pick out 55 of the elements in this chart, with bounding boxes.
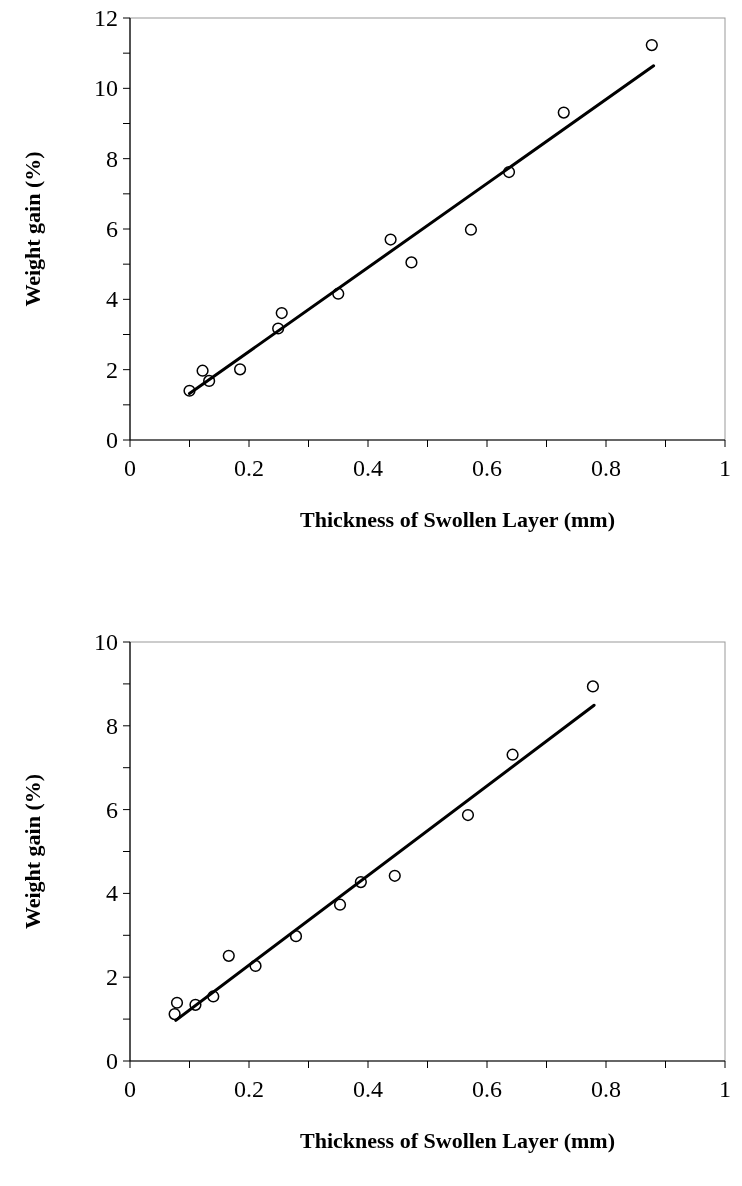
y-tick-label: 2 [106,356,118,383]
point [289,930,303,943]
point [502,165,516,179]
x-tick-label: 0.4 [353,1076,383,1102]
x-tick-label: 1 [719,455,731,481]
point [332,287,345,300]
y-tick-label: 8 [106,145,118,172]
point [464,223,478,236]
x-axis-title: Thickness of Swollen Layer (mm) [300,1128,615,1153]
y-tick-label: 12 [94,5,118,31]
point [233,363,247,376]
point [557,106,570,119]
point [461,808,475,822]
point [275,306,288,320]
point [249,959,262,972]
x-tick-label: 0.2 [234,455,264,481]
point [222,949,235,962]
y-tick-label: 2 [106,964,118,991]
x-tick-label: 0 [124,1076,136,1102]
y-tick-label: 0 [106,427,118,453]
y-tick-label: 6 [106,216,118,242]
y-tick-label: 4 [106,880,118,907]
point [405,256,418,269]
point [203,374,216,388]
y-tick-label: 4 [106,286,118,313]
y-tick-label: 10 [94,75,118,102]
point [645,38,658,52]
y-tick-label: 6 [106,796,118,823]
point [196,364,209,377]
x-tick-label: 0.4 [353,455,383,481]
point [506,748,519,761]
point [272,322,285,335]
y-tick-label: 8 [106,712,118,739]
y-tick-label: 10 [94,629,118,655]
point [333,898,347,911]
point [354,876,367,889]
point [183,384,196,397]
point [207,990,220,1003]
x-tick-label: 0.2 [234,1076,264,1102]
point [168,1007,181,1021]
point [384,233,397,246]
point [189,998,202,1011]
point [170,996,184,1009]
x-axis-title: Thickness of Swollen Layer (mm) [300,507,615,532]
y-axis-title: Weight gain (%) [20,151,45,307]
x-tick-label: 0.8 [591,455,621,481]
x-tick-label: 0 [124,455,136,481]
x-tick-label: 0.8 [591,1076,621,1102]
x-tick-label: 1 [719,1076,731,1102]
y-axis-title: Weight gain (%) [20,773,45,930]
point [586,680,600,693]
x-tick-label: 0.6 [472,1076,502,1102]
point [388,869,401,882]
x-tick-label: 0.6 [472,455,502,481]
y-tick-label: 0 [106,1048,118,1074]
